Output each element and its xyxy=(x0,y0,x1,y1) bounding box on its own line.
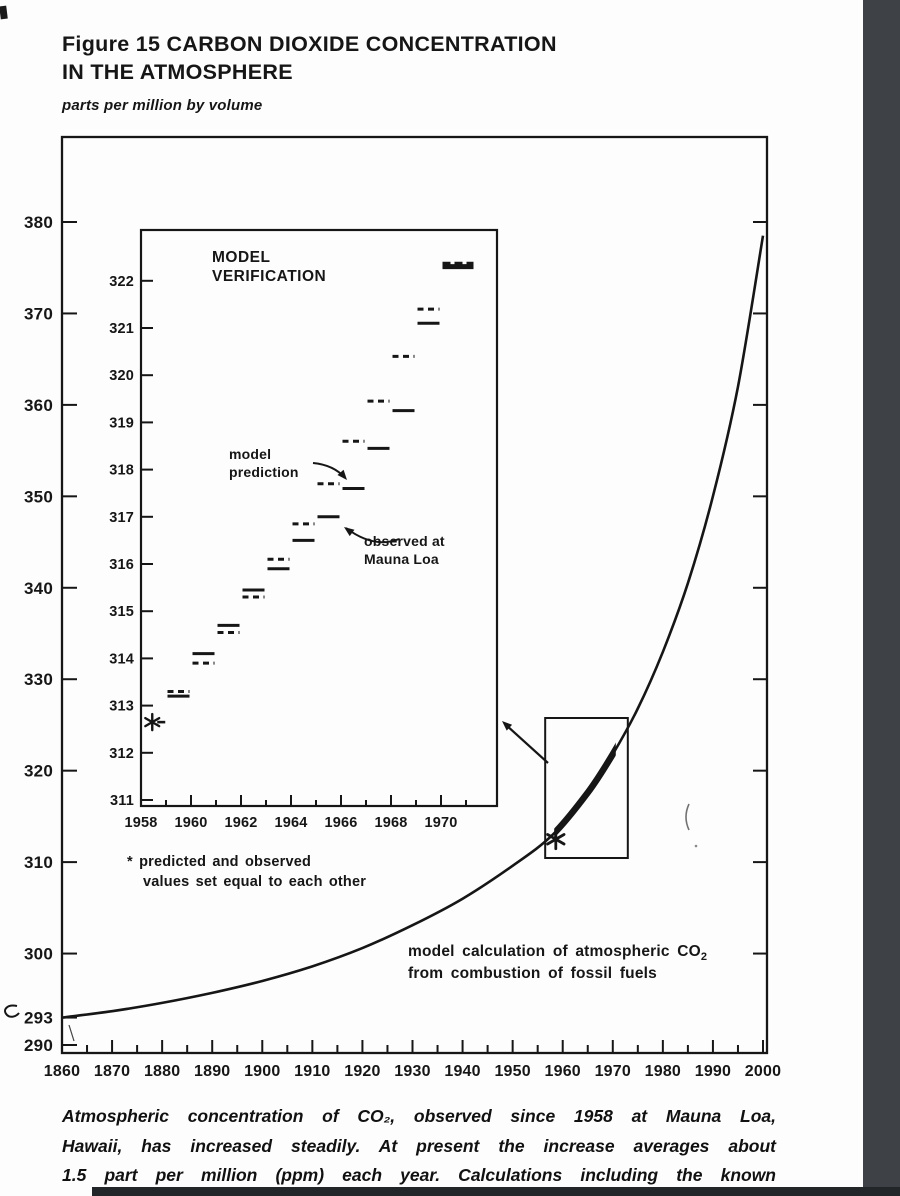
svg-text:1970: 1970 xyxy=(595,1063,631,1080)
svg-text:350: 350 xyxy=(24,487,53,506)
svg-text:1930: 1930 xyxy=(394,1063,430,1080)
svg-text:1870: 1870 xyxy=(94,1063,130,1080)
svg-text:1970: 1970 xyxy=(424,815,457,831)
svg-text:330: 330 xyxy=(24,670,53,689)
figure-caption: Atmospheric concentration of CO₂, observ… xyxy=(62,1102,776,1191)
svg-text:VERIFICATION: VERIFICATION xyxy=(212,268,326,285)
svg-text:293: 293 xyxy=(24,1009,53,1028)
scan-artifacts xyxy=(4,803,698,1042)
svg-text:320: 320 xyxy=(24,762,53,781)
svg-text:380: 380 xyxy=(24,213,53,232)
svg-text:322: 322 xyxy=(109,274,134,290)
inset-steps xyxy=(144,261,474,732)
svg-text:311: 311 xyxy=(110,793,134,809)
inset-title: MODEL VERIFICATION xyxy=(212,249,326,285)
svg-text:370: 370 xyxy=(24,304,53,323)
caption-line: Hawaii, has increased steadily. At prese… xyxy=(62,1135,776,1156)
inset-series-labels: model prediction observed at Mauna Loa xyxy=(229,446,445,567)
scan-bottom-bar xyxy=(92,1187,900,1196)
inset-ticks xyxy=(141,279,467,806)
svg-text:1960: 1960 xyxy=(174,815,207,831)
svg-text:observed at: observed at xyxy=(364,533,445,549)
svg-text:model: model xyxy=(229,446,271,462)
svg-text:1958: 1958 xyxy=(124,815,157,831)
svg-text:316: 316 xyxy=(109,557,134,573)
figure-title-line1: Figure 15 CARBON DIOXIDE CONCENTRATION xyxy=(62,32,557,56)
inset-footnote: * predicted and observed values set equal… xyxy=(127,854,366,890)
inset-model-verification: 311 312 313 314 315 316 317 318 319 320 321 322 1958… xyxy=(109,228,499,831)
main-axes xyxy=(60,135,769,1055)
svg-text:1960: 1960 xyxy=(545,1063,581,1080)
scan-edge-bar xyxy=(863,0,900,1196)
svg-text:319: 319 xyxy=(109,415,134,431)
main-y-tick-labels: 290 293 300 310 320 330 340 350 360 370 380 xyxy=(24,213,53,1055)
svg-text:321: 321 xyxy=(109,321,134,337)
svg-text:312: 312 xyxy=(109,746,134,762)
main-curve xyxy=(61,235,765,1019)
svg-text:1940: 1940 xyxy=(444,1063,480,1080)
svg-text:314: 314 xyxy=(109,651,134,667)
svg-text:MODEL: MODEL xyxy=(212,249,270,266)
svg-text:317: 317 xyxy=(109,510,134,526)
svg-text:315: 315 xyxy=(109,604,134,620)
svg-text:1962: 1962 xyxy=(224,815,257,831)
svg-text:1910: 1910 xyxy=(294,1063,330,1080)
svg-text:1860: 1860 xyxy=(44,1063,80,1080)
svg-text:1966: 1966 xyxy=(324,815,357,831)
svg-text:from combustion of fossil fuel: from combustion of fossil fuels xyxy=(408,965,657,982)
caption-line: Atmospheric concentration of CO₂, observ… xyxy=(62,1106,776,1126)
svg-text:300: 300 xyxy=(24,945,53,964)
svg-text:360: 360 xyxy=(24,396,53,415)
svg-text:320: 320 xyxy=(109,368,134,384)
main-x-tick-labels: 1860 1870 1880 1890 1900 1910 1920 1930 1940 1950… xyxy=(44,1063,781,1080)
caption-line: 1.5 part per million (ppm) each year. Ca… xyxy=(62,1165,776,1185)
arrow-to-inset xyxy=(502,721,549,764)
svg-text:2000: 2000 xyxy=(745,1063,781,1080)
figure-title: Figure 15 CARBON DIOXIDE CONCENTRATION I… xyxy=(62,31,557,86)
svg-text:1880: 1880 xyxy=(144,1063,180,1080)
svg-text:1980: 1980 xyxy=(645,1063,681,1080)
svg-text:1968: 1968 xyxy=(374,815,407,831)
svg-text:Mauna Loa: Mauna Loa xyxy=(364,551,439,567)
y-axis-unit-label: parts per million by volume xyxy=(62,97,263,114)
highlight-box xyxy=(544,716,629,859)
svg-text:values set equal to each other: values set equal to each other xyxy=(143,874,366,890)
svg-text:prediction: prediction xyxy=(229,464,299,480)
asterisk-marker-main xyxy=(546,828,566,851)
svg-text:318: 318 xyxy=(109,463,134,479)
svg-text:1950: 1950 xyxy=(494,1063,530,1080)
inset-tick-labels: 311 312 313 314 315 316 317 318 319 320 321 322 1958… xyxy=(109,274,457,831)
svg-text:310: 310 xyxy=(24,853,53,872)
svg-text:313: 313 xyxy=(109,699,134,715)
curve-annotation: model calculation of atmospheric CO2 from… xyxy=(408,943,707,982)
svg-text:1990: 1990 xyxy=(695,1063,731,1080)
svg-text:340: 340 xyxy=(24,579,53,598)
svg-text:1890: 1890 xyxy=(194,1063,230,1080)
asterisk-marker-inset xyxy=(144,712,161,732)
svg-text:model calculation of atmospher: model calculation of atmospheric CO2 xyxy=(408,943,707,963)
svg-text:290: 290 xyxy=(24,1036,53,1055)
figure-title-line2: IN THE ATMOSPHERE xyxy=(62,59,293,84)
svg-text:1900: 1900 xyxy=(244,1063,280,1080)
svg-text:* predicted and observed: * predicted and observed xyxy=(127,854,311,870)
svg-text:1964: 1964 xyxy=(274,815,307,831)
svg-text:1920: 1920 xyxy=(344,1063,380,1080)
